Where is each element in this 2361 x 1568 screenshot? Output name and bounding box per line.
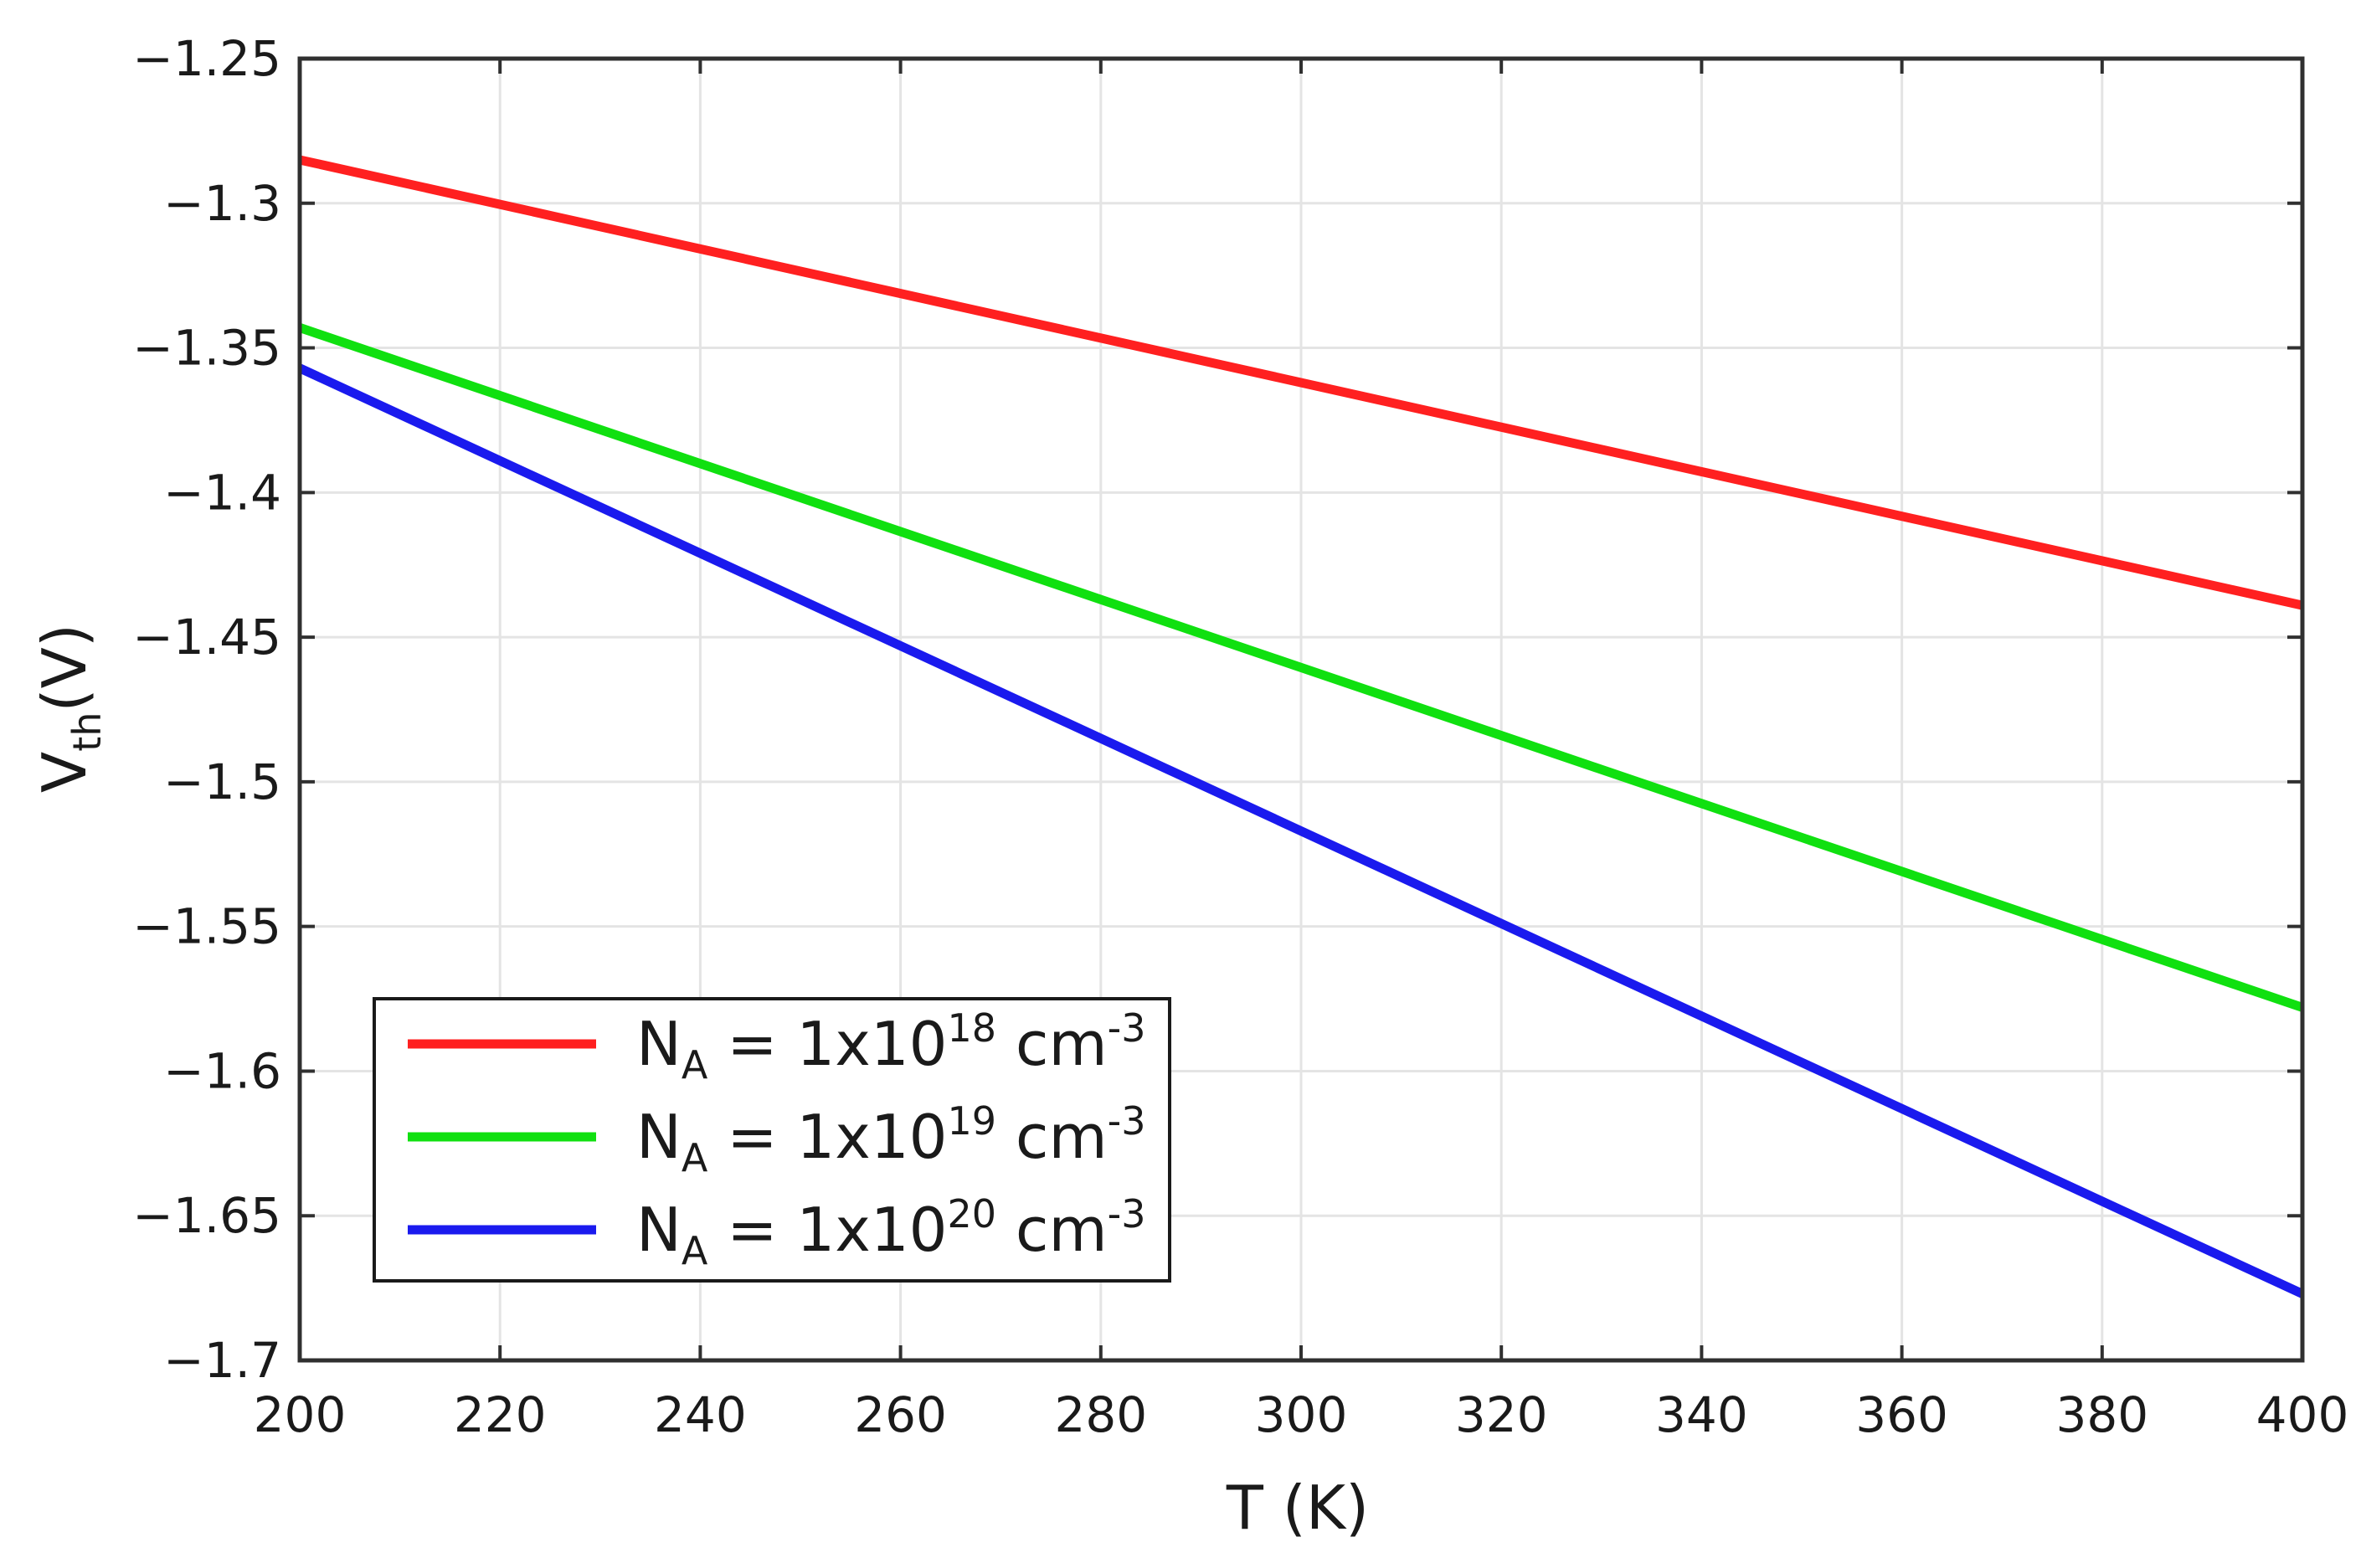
x-tick-label: 360: [1855, 1386, 1948, 1443]
y-axis-title-sub: th: [64, 712, 110, 751]
series-line-2: [298, 323, 2304, 1012]
x-tick-label: 220: [454, 1386, 547, 1443]
x-tick-label: 200: [254, 1386, 347, 1443]
legend-items: NA = 1x1018 cm-3 NA = 1x1019 cm-3 NA = 1x1…: [408, 1005, 1146, 1273]
legend-item-1: NA = 1x1018 cm-3: [408, 1005, 1146, 1087]
legend-label-1: NA = 1x1018 cm-3: [636, 1005, 1146, 1087]
legend-label-2: NA = 1x1019 cm-3: [636, 1098, 1146, 1180]
x-tick-label: 340: [1655, 1386, 1748, 1443]
x-tick-label: 400: [2256, 1386, 2349, 1443]
y-tick-label: −1.3: [163, 175, 281, 232]
x-tick-label: 320: [1455, 1386, 1548, 1443]
x-tick-label: 280: [1054, 1386, 1147, 1443]
y-tick-label: −1.25: [132, 30, 281, 87]
x-tick-label: 240: [654, 1386, 747, 1443]
x-tick-label: 300: [1255, 1386, 1348, 1443]
y-tick-label: −1.5: [163, 753, 281, 810]
series-line-3: [297, 363, 2305, 1298]
series-line-1: [298, 155, 2304, 610]
legend-item-3: NA = 1x1020 cm-3: [408, 1191, 1146, 1273]
legend-item-2: NA = 1x1019 cm-3: [408, 1098, 1146, 1180]
x-tick-label: 260: [854, 1386, 947, 1443]
y-axis-title-unit: (V): [29, 624, 100, 712]
legend-label-3: NA = 1x1020 cm-3: [636, 1191, 1146, 1273]
y-axis-title: Vth(V): [29, 624, 110, 793]
y-tick-label: −1.7: [163, 1332, 281, 1389]
y-tick-label: −1.35: [132, 320, 281, 377]
x-axis-title: T (K): [1226, 1473, 1369, 1543]
y-tick-labels: −1.25 −1.3 −1.35 −1.4 −1.45 −1.5 −1.55 −1.6 −1.6…: [132, 30, 281, 1389]
y-tick-label: −1.65: [132, 1187, 281, 1244]
y-tick-label: −1.55: [132, 898, 281, 955]
x-tick-labels: 200 220 240 260 280 300 320 340 360 380 400: [254, 1386, 2349, 1443]
ticks: [298, 57, 2304, 1362]
y-tick-label: −1.4: [163, 464, 281, 521]
y-tick-label: −1.45: [132, 609, 281, 666]
legend: NA = 1x1018 cm-3 NA = 1x1019 cm-3 NA = 1x1…: [373, 997, 1171, 1283]
y-tick-label: −1.6: [163, 1042, 281, 1099]
series-layer: [297, 155, 2305, 1298]
x-tick-label: 380: [2055, 1386, 2148, 1443]
y-axis-title-main: V: [29, 752, 100, 793]
